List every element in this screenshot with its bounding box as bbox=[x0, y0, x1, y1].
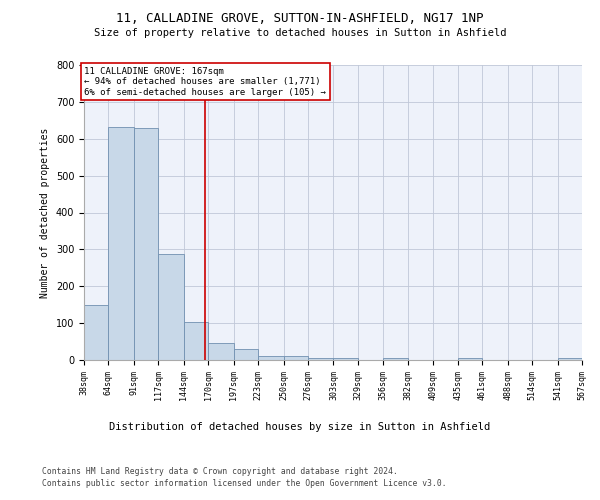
Bar bbox=[334, 358, 358, 360]
Bar bbox=[109, 127, 134, 360]
Text: 11 CALLADINE GROVE: 167sqm
← 94% of detached houses are smaller (1,771)
6% of se: 11 CALLADINE GROVE: 167sqm ← 94% of deta… bbox=[85, 67, 326, 96]
Text: Contains public sector information licensed under the Open Government Licence v3: Contains public sector information licen… bbox=[42, 479, 446, 488]
Bar bbox=[284, 356, 308, 360]
Bar bbox=[134, 128, 158, 360]
Text: Contains HM Land Registry data © Crown copyright and database right 2024.: Contains HM Land Registry data © Crown c… bbox=[42, 468, 398, 476]
Bar bbox=[308, 358, 334, 360]
Bar bbox=[158, 254, 184, 360]
Bar bbox=[208, 343, 233, 360]
Bar bbox=[233, 350, 258, 360]
Bar bbox=[258, 356, 284, 360]
Text: Size of property relative to detached houses in Sutton in Ashfield: Size of property relative to detached ho… bbox=[94, 28, 506, 38]
Text: Distribution of detached houses by size in Sutton in Ashfield: Distribution of detached houses by size … bbox=[109, 422, 491, 432]
Y-axis label: Number of detached properties: Number of detached properties bbox=[40, 128, 50, 298]
Bar bbox=[84, 306, 109, 360]
Bar bbox=[383, 358, 408, 360]
Bar bbox=[458, 358, 482, 360]
Text: 11, CALLADINE GROVE, SUTTON-IN-ASHFIELD, NG17 1NP: 11, CALLADINE GROVE, SUTTON-IN-ASHFIELD,… bbox=[116, 12, 484, 26]
Bar bbox=[557, 358, 582, 360]
Bar bbox=[184, 322, 208, 360]
